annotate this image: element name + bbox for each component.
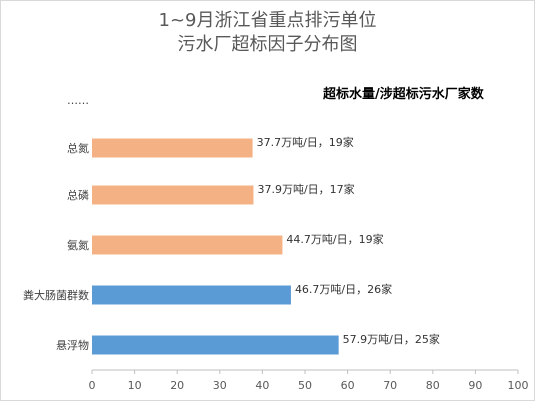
x-tick-label: 0 bbox=[89, 379, 96, 392]
bar bbox=[92, 285, 291, 305]
category-label: 悬浮物 bbox=[56, 338, 89, 352]
bar bbox=[92, 335, 339, 355]
x-tick-label: 30 bbox=[213, 379, 227, 392]
x-tick-label: 10 bbox=[128, 379, 142, 392]
bar bbox=[92, 235, 283, 255]
data-label: 37.7万吨/日，19家 bbox=[257, 135, 354, 149]
bar bbox=[92, 185, 254, 205]
category-label: 粪大肠菌群数 bbox=[23, 288, 89, 302]
data-label: 57.9万吨/日，25家 bbox=[343, 332, 440, 346]
x-tick-label: 40 bbox=[255, 379, 269, 392]
category-label: 总氮 bbox=[67, 141, 89, 155]
bar bbox=[92, 138, 253, 158]
x-tick-label: 90 bbox=[468, 379, 482, 392]
x-tick-label: 50 bbox=[298, 379, 312, 392]
x-tick-label: 80 bbox=[426, 379, 440, 392]
x-tick-label: 100 bbox=[508, 379, 529, 392]
data-label: 46.7万吨/日，26家 bbox=[295, 282, 392, 296]
category-label: …… bbox=[67, 94, 89, 107]
category-label: 氨氮 bbox=[67, 238, 89, 252]
category-label: 总磷 bbox=[67, 188, 89, 202]
x-tick-label: 70 bbox=[383, 379, 397, 392]
x-tick-label: 60 bbox=[341, 379, 355, 392]
x-tick-label: 20 bbox=[170, 379, 184, 392]
data-label: 44.7万吨/日，19家 bbox=[286, 232, 383, 246]
chart-title-line2: 污水厂超标因子分布图 bbox=[177, 34, 358, 55]
chart-title-line1: 1~9月浙江省重点排污单位 bbox=[158, 10, 377, 31]
data-label: 37.9万吨/日，17家 bbox=[257, 182, 354, 196]
chart-subtitle: 超标水量/涉超标污水厂家数 bbox=[323, 87, 484, 102]
